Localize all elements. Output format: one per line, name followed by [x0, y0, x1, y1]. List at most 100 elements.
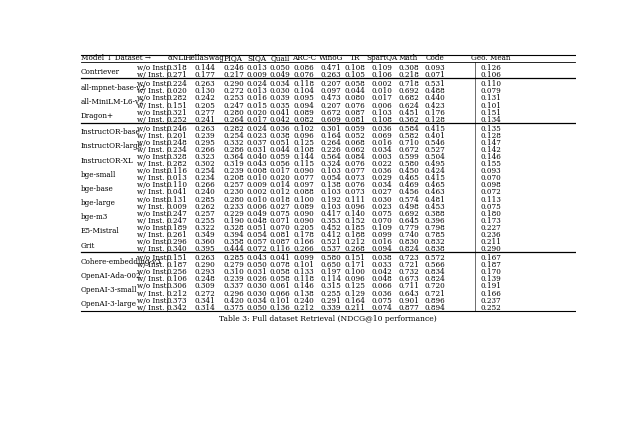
Text: 0.020: 0.020 — [166, 87, 188, 95]
Text: 0.360: 0.360 — [195, 238, 215, 246]
Text: 0.207: 0.207 — [321, 80, 342, 88]
Text: 0.266: 0.266 — [294, 245, 314, 253]
Text: 0.465: 0.465 — [398, 174, 419, 182]
Text: 0.279: 0.279 — [223, 261, 244, 269]
Text: 0.062: 0.062 — [345, 146, 365, 154]
Text: 0.039: 0.039 — [269, 95, 291, 102]
Text: 0.246: 0.246 — [166, 125, 188, 133]
Text: 0.084: 0.084 — [345, 153, 365, 161]
Text: 0.263: 0.263 — [195, 125, 215, 133]
Text: 0.263: 0.263 — [321, 71, 341, 79]
Text: 0.128: 0.128 — [480, 132, 501, 140]
Text: Geo. Mean: Geo. Mean — [471, 54, 511, 62]
Text: InstructOR-base: InstructOR-base — [81, 128, 141, 136]
Text: 0.495: 0.495 — [424, 160, 445, 168]
Text: 0.190: 0.190 — [223, 217, 244, 225]
Text: WinoG: WinoG — [319, 54, 343, 62]
Text: 0.248: 0.248 — [166, 139, 188, 147]
Text: 0.022: 0.022 — [372, 160, 392, 168]
Text: HellaSwag: HellaSwag — [185, 54, 225, 62]
Text: w/o Inst.: w/o Inst. — [138, 64, 169, 72]
Text: 0.059: 0.059 — [269, 153, 291, 161]
Text: 0.108: 0.108 — [372, 116, 393, 124]
Text: 0.236: 0.236 — [481, 231, 501, 239]
Text: 0.125: 0.125 — [294, 139, 314, 147]
Text: 0.212: 0.212 — [166, 290, 188, 297]
Text: 0.017: 0.017 — [372, 95, 393, 102]
Text: 0.212: 0.212 — [294, 304, 314, 312]
Text: 0.277: 0.277 — [195, 109, 215, 116]
Text: 0.290: 0.290 — [195, 261, 215, 269]
Text: 0.176: 0.176 — [424, 109, 445, 116]
Text: 0.138: 0.138 — [321, 181, 342, 189]
Text: 0.061: 0.061 — [269, 283, 291, 290]
Text: 0.415: 0.415 — [424, 174, 445, 182]
Text: 0.424: 0.424 — [424, 167, 445, 175]
Text: w/ Inst.: w/ Inst. — [138, 245, 164, 253]
Text: 0.315: 0.315 — [321, 283, 342, 290]
Text: 0.261: 0.261 — [166, 231, 188, 239]
Text: 0.077: 0.077 — [345, 167, 365, 175]
Text: 0.082: 0.082 — [294, 116, 314, 124]
Text: 0.252: 0.252 — [481, 304, 501, 312]
Text: 0.894: 0.894 — [424, 304, 445, 312]
Text: 0.116: 0.116 — [166, 167, 188, 175]
Text: 0.189: 0.189 — [166, 224, 188, 232]
Text: αNLI: αNLI — [167, 54, 186, 62]
Text: 0.050: 0.050 — [246, 261, 267, 269]
Text: Cohere-embedding-v3: Cohere-embedding-v3 — [81, 258, 161, 266]
Text: 0.103: 0.103 — [321, 188, 342, 197]
Text: 0.239: 0.239 — [223, 167, 244, 175]
Text: 0.031: 0.031 — [246, 268, 267, 276]
Text: 0.147: 0.147 — [480, 139, 501, 147]
Text: 0.075: 0.075 — [269, 210, 291, 218]
Text: 0.093: 0.093 — [481, 167, 501, 175]
Text: 0.012: 0.012 — [269, 188, 291, 197]
Text: 0.130: 0.130 — [195, 87, 215, 95]
Text: 0.010: 0.010 — [246, 195, 267, 204]
Text: 0.100: 0.100 — [294, 195, 314, 204]
Text: w/o Inst.: w/o Inst. — [138, 181, 169, 189]
Text: 0.057: 0.057 — [246, 238, 267, 246]
Text: 0.233: 0.233 — [223, 203, 244, 211]
Text: 0.088: 0.088 — [294, 188, 314, 197]
Text: 0.375: 0.375 — [223, 304, 244, 312]
Text: 0.058: 0.058 — [269, 276, 291, 283]
Text: 0.178: 0.178 — [294, 231, 314, 239]
Text: 0.048: 0.048 — [246, 217, 267, 225]
Text: 0.282: 0.282 — [223, 125, 244, 133]
Text: 0.050: 0.050 — [269, 64, 291, 72]
Text: 0.268: 0.268 — [345, 245, 365, 253]
Text: bge-small: bge-small — [81, 171, 116, 179]
Text: 0.262: 0.262 — [195, 203, 215, 211]
Text: 0.103: 0.103 — [321, 167, 342, 175]
Text: 0.290: 0.290 — [223, 80, 244, 88]
Text: 0.030: 0.030 — [246, 283, 267, 290]
Text: 0.721: 0.721 — [398, 261, 419, 269]
Text: 0.450: 0.450 — [398, 167, 419, 175]
Text: 0.023: 0.023 — [372, 203, 392, 211]
Text: 0.257: 0.257 — [195, 210, 215, 218]
Text: 0.337: 0.337 — [223, 283, 244, 290]
Text: OpenAI-3-small: OpenAI-3-small — [81, 286, 137, 294]
Text: 0.240: 0.240 — [294, 296, 314, 305]
Text: 0.205: 0.205 — [195, 102, 215, 109]
Text: 0.207: 0.207 — [321, 102, 342, 109]
Text: 0.066: 0.066 — [372, 283, 392, 290]
Text: 0.037: 0.037 — [246, 139, 267, 147]
Text: 0.044: 0.044 — [269, 146, 291, 154]
Text: 0.146: 0.146 — [294, 283, 314, 290]
Text: 0.013: 0.013 — [246, 64, 267, 72]
Text: 0.272: 0.272 — [195, 290, 215, 297]
Text: 0.155: 0.155 — [480, 160, 501, 168]
Text: 0.034: 0.034 — [246, 296, 267, 305]
Text: 0.423: 0.423 — [424, 102, 445, 109]
Text: w/ Inst.: w/ Inst. — [138, 276, 164, 283]
Text: InstructOR-large: InstructOR-large — [81, 143, 143, 150]
Text: 0.134: 0.134 — [481, 116, 501, 124]
Text: 0.030: 0.030 — [246, 290, 267, 297]
Text: 0.093: 0.093 — [424, 64, 445, 72]
Text: 0.033: 0.033 — [372, 261, 392, 269]
Text: 0.166: 0.166 — [480, 290, 501, 297]
Text: 0.027: 0.027 — [269, 203, 291, 211]
